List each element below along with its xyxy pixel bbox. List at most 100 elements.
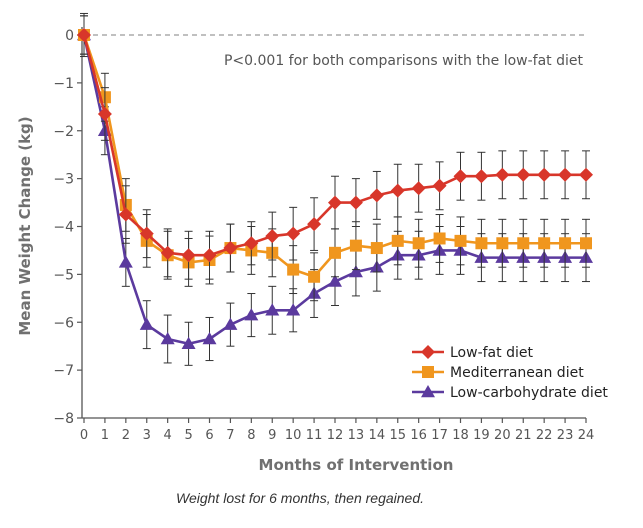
data-point-square [329,246,341,259]
data-point-diamond [369,188,384,203]
data-point-diamond [516,167,531,182]
data-point-square [517,237,530,250]
data-point-triangle [328,274,342,287]
legend-item: Low-carbohydrate diet [412,385,608,401]
series-low-fat-diet [77,15,593,280]
data-point-diamond [432,178,447,193]
data-point-square [391,234,404,247]
x-tick-label: 1 [101,428,109,443]
x-tick-label: 16 [410,428,427,443]
x-tick-label: 18 [452,428,469,443]
data-point-diamond [579,167,593,182]
data-point-triangle [348,264,363,278]
data-point-square [287,263,300,276]
x-tick-label: 9 [268,428,276,443]
y-axis-label: Mean Weight Change (kg) [16,116,34,335]
x-tick-label: 11 [306,428,323,443]
data-point-diamond [286,226,301,241]
data-point-diamond [265,229,280,244]
data-point-diamond [139,226,154,241]
x-tick-label: 20 [494,428,511,443]
data-point-diamond [181,248,196,263]
data-point-triangle [118,255,133,268]
y-tick-label: −3 [53,172,74,188]
data-point-triangle [223,317,238,330]
x-tick-label: 0 [80,428,88,443]
legend-item: Mediterranean diet [412,365,584,381]
data-point-diamond [160,245,175,260]
data-point-triangle [244,308,259,321]
data-point-square [580,237,592,250]
y-tick-label: −4 [53,220,74,236]
x-axis-ticks: 0 1 2 3 4 5 6 7 8 9 10 11 12 13 14 15 16 17 18 19 20 21 22 23 24 [80,418,594,443]
y-tick-label: −2 [53,124,74,140]
y-tick-label: −6 [53,315,74,331]
data-point-diamond [390,183,405,198]
data-point-diamond [77,28,91,42]
data-point-diamond [537,167,552,182]
data-point-square [475,237,488,250]
data-point-square [538,237,551,250]
data-point-square [422,366,434,378]
data-point-square [454,234,467,247]
data-point-triangle [265,303,280,316]
data-point-diamond [307,217,322,232]
significance-annotation: P<0.001 for both comparisons with the lo… [224,53,584,69]
x-tick-label: 24 [578,428,595,443]
data-point-triangle [139,317,154,330]
x-tick-label: 4 [164,428,172,443]
data-point-triangle [202,332,217,345]
x-tick-label: 3 [143,428,151,443]
x-tick-label: 12 [327,428,344,443]
data-point-diamond [495,167,510,182]
x-tick-label: 6 [205,428,213,443]
data-point-diamond [453,169,468,184]
data-point-triangle [160,332,175,345]
data-point-diamond [474,169,489,184]
data-point-square [412,237,425,250]
x-tick-label: 2 [122,428,130,443]
data-point-square [433,232,446,245]
data-point-square [559,237,572,250]
data-point-triangle [286,303,301,316]
x-tick-label: 8 [247,428,255,443]
x-tick-label: 5 [184,428,192,443]
data-series [77,12,593,366]
data-point-diamond [348,195,363,210]
x-tick-label: 15 [389,428,406,443]
legend-label: Low-carbohydrate diet [450,385,608,401]
x-tick-label: 19 [473,428,490,443]
y-tick-label: −7 [53,363,74,379]
x-axis-label: Months of Intervention [259,456,454,474]
data-point-diamond [223,241,238,256]
x-tick-label: 23 [557,428,574,443]
data-point-diamond [411,181,426,196]
data-point-diamond [97,106,112,121]
x-tick-label: 17 [431,428,448,443]
legend-item: Low-fat diet [412,345,533,361]
data-point-diamond [202,248,217,263]
data-point-square [370,242,383,255]
x-tick-label: 14 [369,428,386,443]
x-tick-label: 13 [348,428,365,443]
legend-label: Mediterranean diet [450,365,584,381]
data-point-square [349,239,362,252]
data-point-triangle [421,385,435,398]
y-axis-ticks: 0 −1 −2 −3 −4 −5 −6 −7 −8 [53,28,82,427]
x-tick-label: 10 [285,428,302,443]
data-point-square [308,270,321,283]
y-tick-label: −8 [53,411,74,427]
y-tick-label: 0 [65,28,74,44]
data-point-diamond [118,207,133,222]
data-point-diamond [558,167,573,182]
data-point-triangle [181,336,196,350]
x-tick-label: 7 [226,428,234,443]
y-tick-label: −5 [53,267,74,283]
y-tick-label: −1 [53,76,74,92]
data-point-square [496,237,509,250]
x-tick-label: 22 [536,428,553,443]
data-point-diamond [328,195,342,210]
legend: Low-fat diet Mediterranean diet Low-carboh… [412,345,608,401]
x-tick-label: 21 [515,428,532,443]
